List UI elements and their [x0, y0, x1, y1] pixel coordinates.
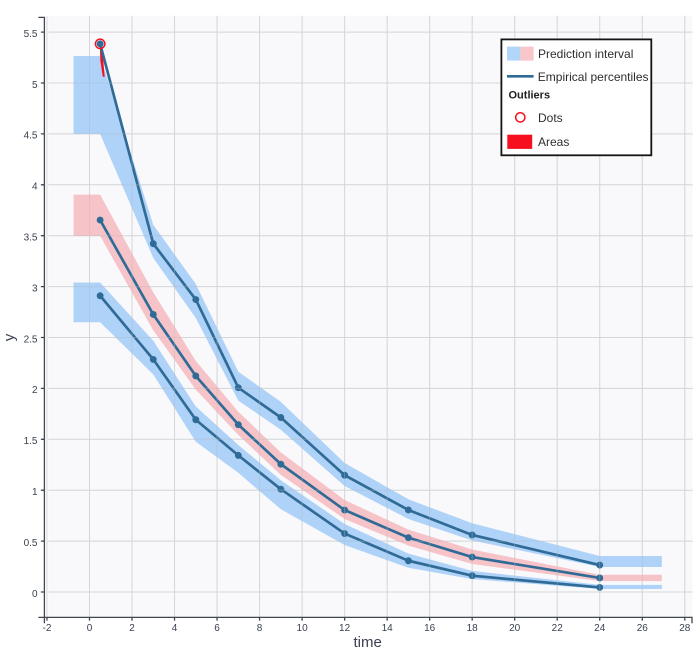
svg-text:5.5: 5.5: [24, 29, 38, 40]
svg-text:2.5: 2.5: [24, 334, 38, 345]
svg-text:Prediction interval: Prediction interval: [538, 47, 633, 61]
svg-text:time: time: [354, 634, 382, 651]
svg-text:2: 2: [129, 623, 135, 634]
svg-text:28: 28: [679, 623, 691, 634]
svg-text:22: 22: [552, 623, 564, 634]
svg-text:4: 4: [172, 623, 178, 634]
svg-text:2: 2: [32, 385, 38, 396]
svg-text:6: 6: [214, 623, 220, 634]
svg-text:8: 8: [257, 623, 263, 634]
svg-text:4: 4: [32, 182, 38, 193]
svg-text:1.5: 1.5: [24, 436, 38, 447]
svg-text:Areas: Areas: [538, 135, 569, 149]
svg-text:10: 10: [297, 623, 309, 634]
svg-text:Empirical percentiles: Empirical percentiles: [538, 70, 649, 84]
svg-text:3.5: 3.5: [24, 233, 38, 244]
svg-text:Outliers: Outliers: [509, 90, 551, 102]
svg-text:20: 20: [509, 623, 521, 634]
svg-text:1: 1: [32, 487, 38, 498]
svg-text:14: 14: [382, 623, 394, 634]
svg-text:5: 5: [32, 80, 38, 91]
svg-text:0: 0: [32, 589, 38, 600]
svg-text:y: y: [1, 333, 18, 341]
svg-text:4.5: 4.5: [24, 131, 38, 142]
svg-text:26: 26: [637, 623, 649, 634]
svg-text:16: 16: [424, 623, 436, 634]
svg-text:24: 24: [594, 623, 606, 634]
svg-text:18: 18: [467, 623, 479, 634]
svg-text:-2: -2: [43, 623, 52, 634]
svg-text:3: 3: [32, 283, 38, 294]
svg-text:0: 0: [87, 623, 93, 634]
svg-text:0.5: 0.5: [24, 538, 38, 549]
svg-text:Dots: Dots: [538, 111, 563, 125]
svg-text:12: 12: [339, 623, 351, 634]
